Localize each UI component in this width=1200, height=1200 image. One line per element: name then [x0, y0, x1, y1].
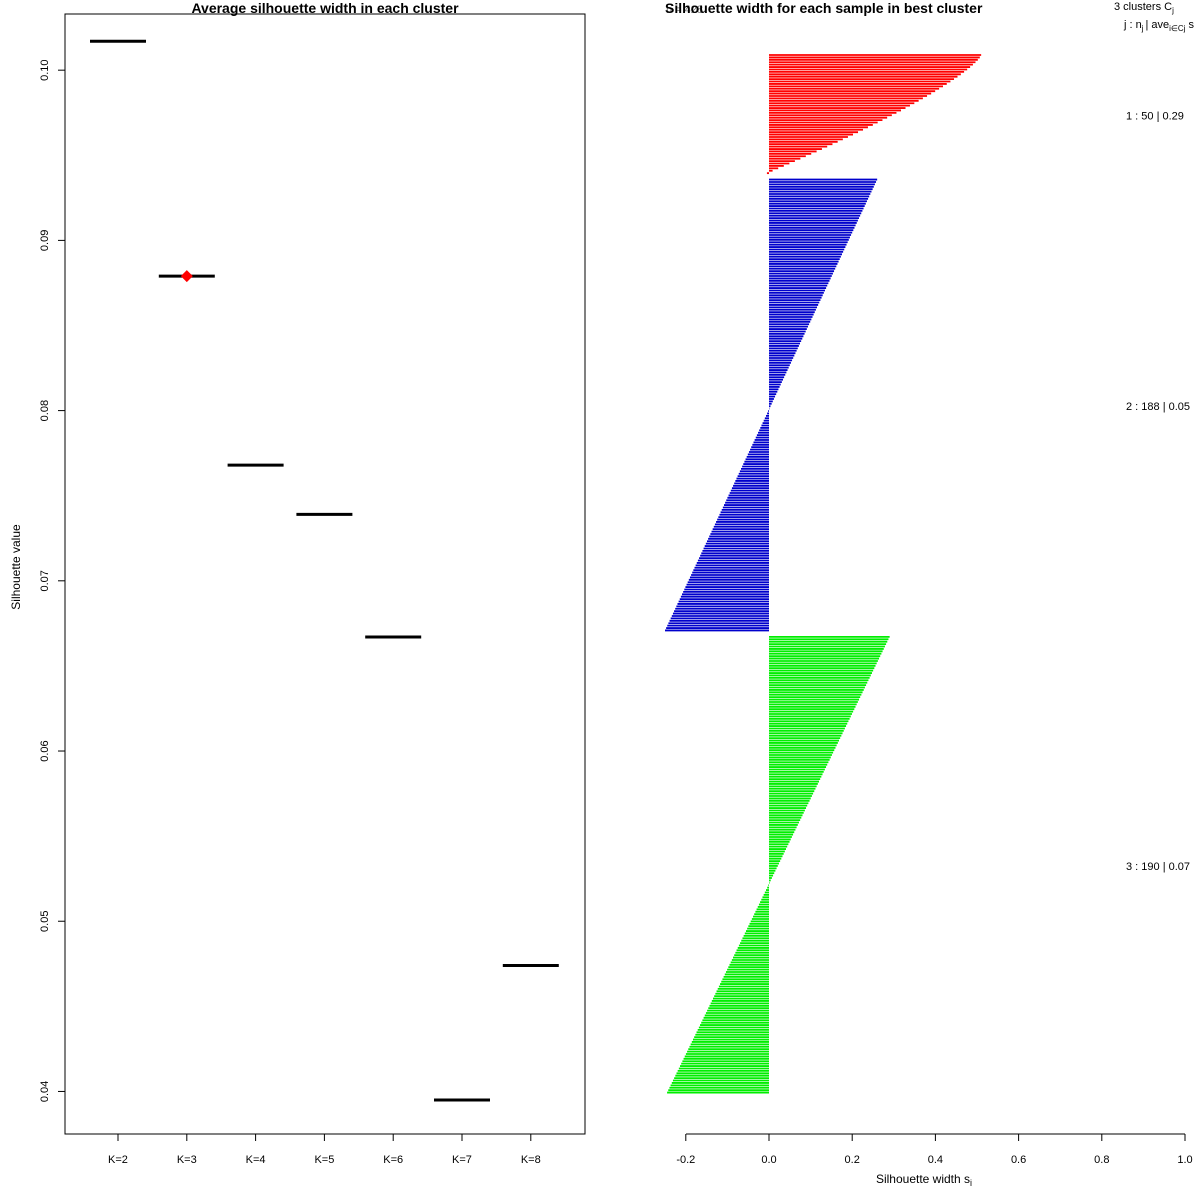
x-tick-label: K=8	[521, 1154, 541, 1166]
legend-subheader: j : nj | avei∈Cj s	[1123, 19, 1194, 33]
cluster-2-legend: 2 : 188 | 0.05	[1126, 401, 1190, 413]
silhouette-bars	[665, 54, 982, 1094]
x-tick-label: 0.4	[928, 1154, 943, 1166]
left-x-ticks: K=2 K=3 K=4 K=5 K=6 K=7 K=8	[108, 1134, 541, 1166]
left-data-marks	[90, 39, 559, 1102]
right-panel: Silhouette width for each sample in best…	[665, 0, 1194, 1188]
x-tick-label: K=7	[452, 1154, 472, 1166]
left-panel: Average silhouette width in each cluster…	[9, 0, 586, 1166]
cluster-3-legend: 3 : 190 | 0.07	[1126, 861, 1190, 873]
y-tick-label: 0.06	[39, 740, 51, 761]
cluster-legend: 1 : 50 | 0.29 2 : 188 | 0.05 3 : 190 | 0.0…	[1126, 110, 1190, 873]
y-tick-label: 0.09	[39, 230, 51, 251]
cluster-2-bars	[665, 178, 878, 632]
x-tick-label: 0.6	[1011, 1154, 1026, 1166]
left-y-axis-label: Silhouette value	[9, 524, 23, 610]
x-tick-label: 0.0	[761, 1154, 776, 1166]
x-tick-label: -0.2	[676, 1154, 695, 1166]
right-overlap-title: n = 428	[666, 4, 703, 16]
y-tick-label: 0.07	[39, 570, 51, 591]
x-tick-label: K=6	[383, 1154, 403, 1166]
x-tick-label: K=4	[246, 1154, 266, 1166]
cluster-1-legend: 1 : 50 | 0.29	[1126, 110, 1184, 122]
x-tick-label: K=3	[177, 1154, 197, 1166]
x-tick-label: 1.0	[1177, 1154, 1192, 1166]
x-tick-label: 0.2	[845, 1154, 860, 1166]
cluster-3-bars	[667, 635, 890, 1094]
y-tick-label: 0.10	[39, 59, 51, 80]
y-tick-label: 0.05	[39, 911, 51, 932]
x-tick-label: K=2	[108, 1154, 128, 1166]
cluster-1-bars	[766, 54, 982, 175]
x-tick-label: 0.8	[1094, 1154, 1109, 1166]
right-x-ticks: -0.2 0.0 0.2 0.4 0.6 0.8 1.0	[676, 1134, 1193, 1166]
left-y-ticks: 0.04 0.05 0.06 0.07 0.08 0.09 0.10	[39, 59, 65, 1102]
left-chart-title: Average silhouette width in each cluster	[191, 0, 459, 16]
right-chart-title: Silhouette width for each sample in best…	[665, 0, 983, 16]
y-tick-label: 0.04	[39, 1081, 51, 1102]
right-x-axis-label: Silhouette width si	[876, 1172, 972, 1188]
y-tick-label: 0.08	[39, 400, 51, 421]
x-tick-label: K=5	[314, 1154, 334, 1166]
best-k-marker	[180, 270, 193, 283]
legend-header: 3 clusters Cj	[1114, 1, 1174, 15]
